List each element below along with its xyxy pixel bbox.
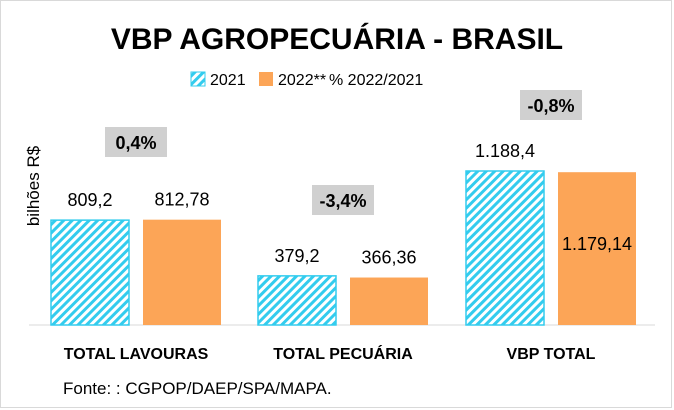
category-label-total-pecuaria: TOTAL PECUÁRIA	[273, 344, 413, 363]
bar-2021-total-pecuaria	[257, 275, 337, 326]
change-label-total-pecuaria: -3,4%	[319, 191, 366, 211]
value-label-2022-total-pecuaria: 366,36	[361, 248, 416, 268]
change-box-vbp-total	[520, 90, 582, 120]
value-label-2021-total-lavouras: 809,2	[67, 190, 112, 210]
change-label-total-lavouras: 0,4%	[115, 133, 156, 153]
change-label-vbp-total: -0,8%	[527, 96, 574, 116]
source-note: Fonte: : CGPOP/DAEP/SPA/MAPA.	[63, 379, 332, 398]
legend-label-2022: 2022**	[278, 72, 326, 89]
value-label-2022-vbp-total: 1.179,14	[562, 234, 632, 254]
legend: 2021 2022** % 2022/2021	[190, 71, 423, 89]
value-label-2022-total-lavouras: 812,78	[154, 190, 209, 210]
bar-2022-total-lavouras	[143, 219, 221, 325]
value-label-2021-vbp-total: 1.188,4	[475, 141, 535, 161]
change-box-total-lavouras	[105, 127, 167, 157]
legend-swatch-2022	[259, 72, 273, 86]
change-box-total-pecuaria	[312, 185, 374, 215]
category-label-vbp-total: VBP TOTAL	[507, 346, 596, 363]
legend-label-change: % 2022/2021	[329, 72, 423, 89]
y-axis-label: bilhões R$	[24, 145, 43, 226]
bar-2022-vbp-total	[558, 172, 636, 325]
legend-label-2021: 2021	[210, 72, 246, 89]
chart-title: VBP AGROPECUÁRIA - BRASIL	[111, 22, 563, 56]
legend-swatch-2021	[190, 71, 206, 87]
category-label-total-lavouras: TOTAL LAVOURAS	[64, 346, 209, 363]
bar-2021-vbp-total	[465, 170, 545, 326]
bar-2021-total-lavouras	[50, 219, 130, 326]
bar-2022-total-pecuaria	[350, 277, 428, 325]
value-label-2021-total-pecuaria: 379,2	[274, 246, 319, 266]
bar-marks: 809,2 812,78 0,4% TOTAL LAVOURAS 379,2 366,36…	[50, 90, 636, 363]
